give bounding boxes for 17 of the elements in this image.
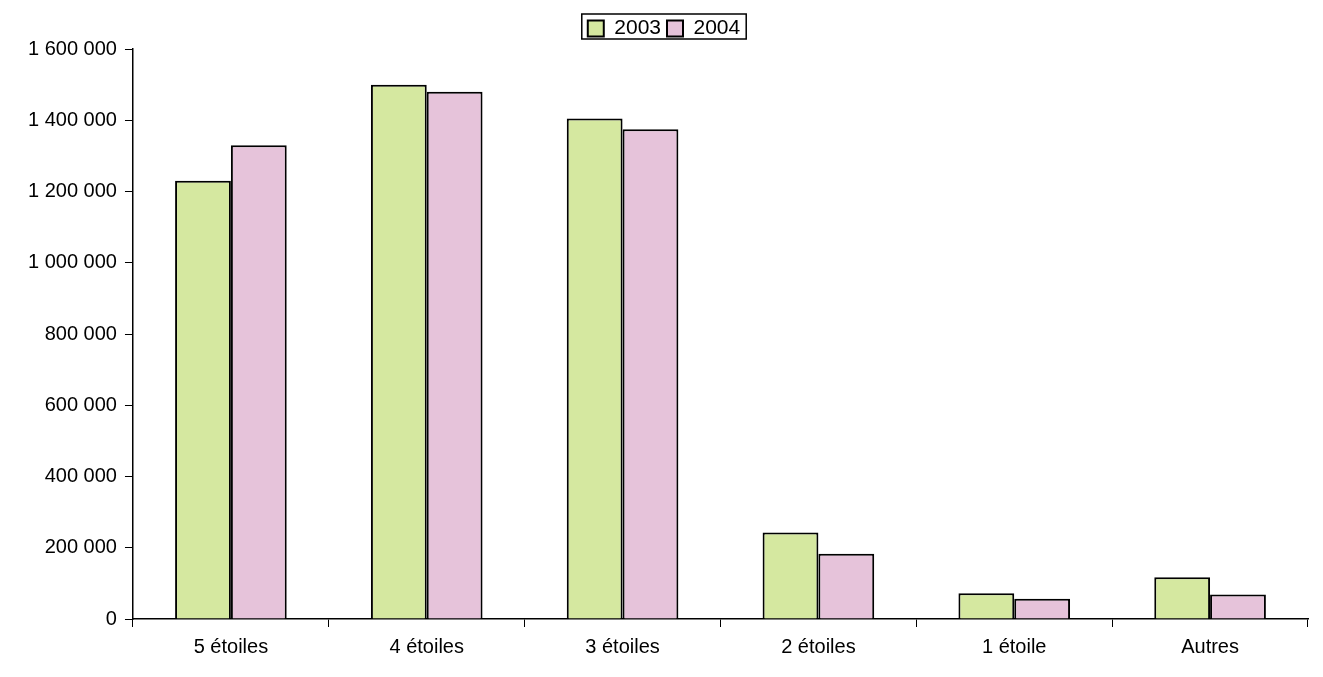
y-tick-label: 600 000 — [44, 392, 117, 415]
y-tick-label: 0 — [105, 606, 117, 629]
y-tick-label: 1 000 000 — [27, 250, 117, 273]
x-tick-label: 1 étoile — [981, 634, 1047, 657]
y-tick-label: 800 000 — [44, 321, 117, 344]
x-tick-label: 4 étoiles — [389, 634, 464, 657]
y-tick-label: 200 000 — [44, 535, 117, 558]
x-tick-label: 5 étoiles — [193, 634, 269, 657]
y-tick-label: 1 600 000 — [27, 36, 117, 59]
x-tick-label: Autres — [1181, 634, 1239, 657]
y-tick-label: 1 400 000 — [27, 107, 117, 130]
legend-label: 2004 — [693, 15, 741, 39]
legend-label: 2003 — [614, 15, 661, 39]
x-tick-label: 2 étoiles — [781, 634, 856, 657]
y-tick-label: 1 200 000 — [27, 179, 117, 202]
x-tick-label: 3 étoiles — [585, 634, 660, 657]
y-tick-label: 400 000 — [44, 464, 117, 487]
